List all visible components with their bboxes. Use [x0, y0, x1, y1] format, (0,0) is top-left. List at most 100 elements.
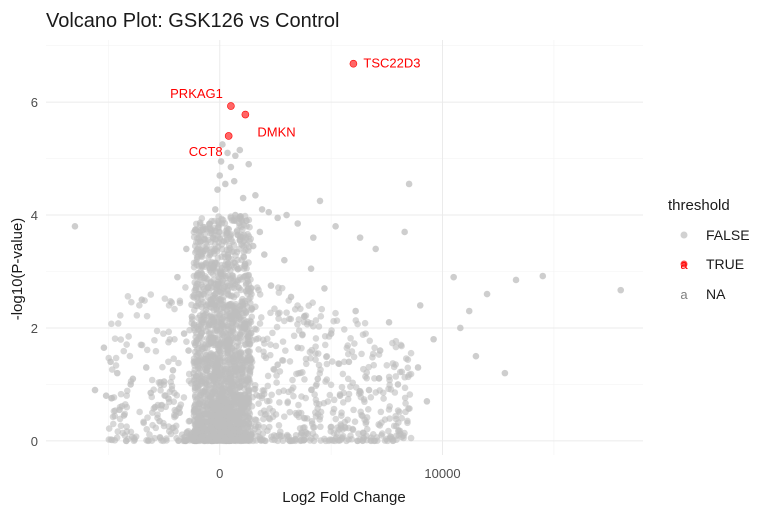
- gene-point-false: [457, 324, 464, 332]
- gene-point-true: [241, 110, 250, 119]
- gene-point-background: [165, 338, 172, 346]
- gene-point-background: [278, 432, 286, 440]
- gene-point-background: [392, 412, 399, 420]
- gene-point-false: [116, 406, 123, 414]
- gene-point-background: [138, 341, 146, 349]
- gene-point-background: [297, 369, 304, 377]
- gene-point-background: [123, 403, 131, 411]
- gene-point-background: [227, 304, 235, 312]
- gene-point-false: [327, 330, 335, 337]
- gene-point-background: [295, 327, 303, 334]
- gene-point-false: [401, 228, 408, 236]
- gene-point-background: [127, 428, 135, 436]
- gene-point-false: [261, 251, 268, 258]
- gene-point-background: [396, 368, 404, 376]
- gene-point-background: [321, 435, 328, 443]
- gene-point-background: [235, 315, 243, 323]
- gene-point-background: [190, 306, 198, 314]
- gene-point-background: [232, 371, 239, 379]
- gene-point-false: [102, 392, 110, 400]
- gene-point-background: [241, 413, 249, 421]
- gene-point-false: [385, 319, 393, 326]
- gene-point-background: [207, 339, 215, 347]
- gene-point-background: [206, 372, 213, 380]
- gene-point-background: [260, 423, 268, 431]
- gene-point-background: [261, 340, 268, 347]
- gene-point-false: [249, 242, 257, 250]
- gene-point-false: [127, 381, 134, 388]
- gene-point-background: [295, 401, 302, 409]
- gene-point-background: [240, 397, 247, 405]
- gene-point-false: [352, 307, 359, 315]
- gene-point-background: [271, 436, 278, 444]
- gene-point-background: [241, 341, 249, 349]
- gene-point-background: [216, 370, 224, 378]
- gene-point-background: [192, 239, 200, 246]
- gene-point-background: [310, 437, 318, 445]
- gene-point-false: [120, 412, 128, 419]
- gene-point-background: [154, 411, 161, 419]
- gene-point-background: [359, 429, 367, 436]
- gene-point-false: [294, 220, 302, 227]
- gene-point-background: [356, 387, 364, 395]
- legend-key-text-glyph: a: [680, 257, 688, 272]
- gene-point-background: [286, 358, 294, 365]
- gene-point-background: [343, 344, 351, 352]
- gene-point-background: [246, 369, 254, 376]
- gene-point-background: [367, 394, 375, 401]
- gene-point-false: [176, 409, 183, 416]
- legend: threshold FALSE a TRUE a NA: [668, 197, 750, 302]
- gene-point-background: [315, 323, 323, 330]
- gene-point-background: [220, 380, 228, 388]
- gene-point-background: [223, 279, 231, 287]
- gene-point-background: [143, 312, 151, 320]
- gene-point-background: [398, 342, 405, 350]
- gene-point-false: [151, 403, 159, 411]
- gene-point-background: [301, 376, 308, 383]
- gene-point-background: [196, 391, 204, 399]
- gene-point-false: [232, 211, 239, 219]
- gene-label: DMKN: [257, 125, 295, 140]
- gene-point-background: [220, 287, 227, 295]
- gene-point-background: [338, 383, 346, 391]
- gene-point-background: [114, 428, 122, 435]
- gene-point-false: [274, 361, 281, 368]
- gene-point-background: [112, 354, 120, 362]
- gene-point-background: [105, 425, 113, 432]
- gene-point-background: [213, 381, 220, 388]
- gene-point-background: [345, 424, 352, 432]
- gene-point-background: [341, 418, 349, 426]
- gene-point-background: [290, 392, 297, 400]
- gene-point-background: [183, 338, 190, 345]
- gene-point-background: [203, 402, 210, 410]
- gene-point-background: [143, 346, 151, 354]
- gene-point-false: [156, 417, 163, 425]
- gene-point-background: [340, 326, 348, 333]
- gene-point-background: [350, 353, 358, 361]
- gene-point-background: [347, 334, 354, 342]
- legend-entry: a TRUE: [680, 256, 744, 272]
- gene-point-background: [136, 302, 143, 309]
- x-axis-tick-labels: 0 10000: [216, 466, 460, 481]
- gene-point-background: [187, 434, 194, 442]
- gene-point-background: [205, 253, 212, 261]
- gene-point-background: [330, 317, 337, 325]
- gene-point-background: [269, 329, 276, 337]
- gene-point-background: [227, 275, 234, 283]
- y-tick-label: 0: [31, 434, 38, 449]
- gene-point-background: [151, 336, 158, 344]
- x-tick-label: 10000: [424, 466, 460, 481]
- gene-point-background: [203, 417, 210, 424]
- gene-point-background: [214, 361, 221, 368]
- gene-point-false: [205, 321, 212, 329]
- gene-point-background: [294, 320, 301, 328]
- gene-point-background: [260, 387, 268, 394]
- gene-point-background: [280, 387, 287, 394]
- gene-point-false: [301, 313, 308, 320]
- gene-point-background: [241, 380, 249, 388]
- gene-point-background: [171, 406, 179, 414]
- gene-point-background: [128, 298, 135, 306]
- gene-point-false: [209, 234, 217, 241]
- gene-point-background: [124, 387, 131, 395]
- gene-point-background: [200, 315, 208, 323]
